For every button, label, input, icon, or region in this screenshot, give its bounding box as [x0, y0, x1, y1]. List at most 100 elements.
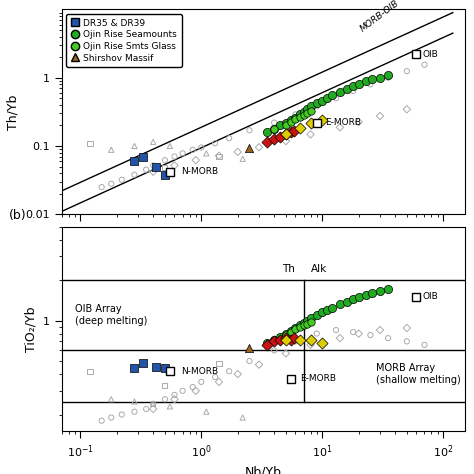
Point: [282, 119, 290, 127]
Point: [349, 87, 357, 95]
Point: [131, 157, 138, 165]
Point: [98, 417, 105, 425]
Point: [300, 108, 307, 115]
Point: [319, 309, 326, 316]
Point: [152, 364, 160, 371]
Point: [300, 319, 307, 327]
Point: [303, 317, 311, 324]
Point: [403, 67, 410, 75]
Point: [139, 153, 147, 160]
Point: [215, 153, 223, 160]
Point: [282, 131, 290, 138]
Point: [234, 370, 242, 378]
Text: N-MORB: N-MORB: [181, 167, 218, 176]
Point: [108, 180, 115, 188]
Point: [355, 293, 363, 301]
Point: [192, 156, 200, 164]
Point: [336, 301, 344, 308]
Point: [369, 289, 376, 297]
Point: [403, 337, 410, 345]
Point: [307, 107, 314, 115]
Point: [307, 131, 314, 138]
Y-axis label: TiO₂/Yb: TiO₂/Yb: [24, 306, 37, 352]
Point: [276, 122, 284, 129]
Point: [264, 138, 271, 146]
Point: [282, 334, 290, 342]
Point: [319, 97, 326, 105]
Point: [328, 91, 336, 99]
Point: [86, 367, 94, 375]
Point: [171, 391, 178, 399]
Point: [332, 94, 340, 102]
Point: [179, 150, 186, 157]
Point: [131, 398, 138, 405]
Point: [292, 114, 299, 121]
Point: [270, 346, 278, 354]
Point: [166, 142, 173, 150]
Point: [369, 75, 376, 83]
Point: [282, 331, 290, 339]
Point: [336, 124, 344, 131]
Point: [211, 139, 219, 147]
Point: [362, 291, 370, 299]
Point: [161, 395, 169, 403]
Point: [234, 148, 242, 155]
Point: [255, 144, 263, 151]
Point: [282, 131, 290, 138]
Point: [296, 322, 303, 329]
Point: [131, 365, 138, 372]
Point: [332, 326, 340, 334]
Point: [328, 304, 336, 311]
Text: E-MORB: E-MORB: [300, 374, 336, 383]
Point: [189, 383, 197, 391]
Point: [303, 105, 311, 113]
Point: [270, 136, 278, 143]
Text: MORB-OIB: MORB-OIB: [359, 0, 401, 33]
Text: MORB Array
(shallow melting): MORB Array (shallow melting): [376, 363, 461, 385]
Point: [287, 327, 295, 335]
Point: [198, 378, 205, 386]
Point: [270, 336, 278, 344]
Point: [296, 124, 303, 132]
Point: [270, 119, 278, 127]
Point: [276, 336, 284, 344]
Point: [246, 357, 253, 365]
Point: [287, 118, 295, 126]
Point: [296, 324, 303, 331]
Point: [292, 116, 299, 123]
Point: [313, 100, 320, 107]
Point: [376, 288, 384, 295]
Text: Alk: Alk: [310, 264, 327, 274]
Point: [323, 306, 331, 314]
Point: [215, 378, 223, 386]
Point: [161, 382, 169, 389]
Point: [307, 336, 314, 344]
Point: [108, 414, 115, 421]
Point: [161, 164, 169, 172]
Point: [376, 74, 384, 82]
Point: [376, 326, 384, 334]
Point: [98, 183, 105, 191]
Point: [307, 103, 314, 110]
Point: [179, 387, 186, 395]
Text: OIB: OIB: [423, 50, 439, 59]
Point: [149, 400, 157, 408]
Point: [149, 405, 157, 413]
Text: Th: Th: [283, 264, 295, 274]
Point: [384, 285, 392, 292]
Point: [215, 152, 223, 160]
Point: [349, 82, 357, 90]
Point: [292, 326, 299, 333]
Point: [296, 336, 303, 344]
Point: [152, 163, 160, 170]
Point: [355, 118, 363, 126]
Point: [303, 109, 311, 117]
Point: [282, 350, 290, 357]
Point: [292, 324, 299, 332]
Legend: DR35 & DR39, Ojin Rise Seamounts, Ojin Rise Smts Glass, Shirshov Massif: DR35 & DR39, Ojin Rise Seamounts, Ojin R…: [66, 14, 182, 67]
Point: [149, 168, 157, 175]
Point: [292, 337, 299, 345]
Point: [355, 80, 363, 87]
Point: [270, 336, 278, 344]
Point: [349, 328, 357, 336]
